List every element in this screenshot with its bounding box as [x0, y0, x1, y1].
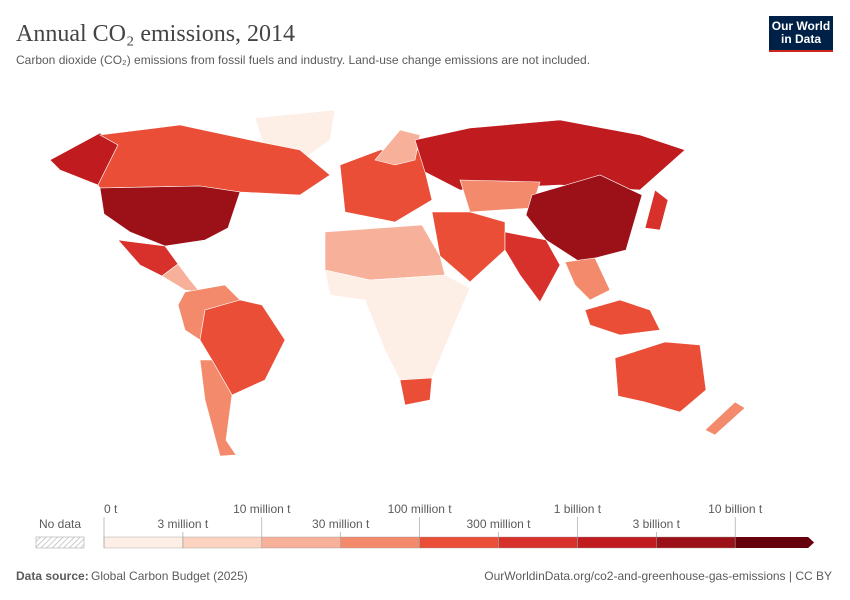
indonesia: [584, 299, 661, 336]
legend-label: 100 million t: [388, 502, 453, 516]
title: Annual CO₂ emissions, 2014: [16, 21, 295, 47]
russia: [414, 119, 686, 191]
world-map: [49, 109, 746, 457]
no-data-label: No data: [39, 517, 81, 531]
southeast-asia: [564, 257, 611, 301]
brazil: [199, 299, 286, 396]
url: OurWorldinData.org/co2-and-greenhouse-ga…: [484, 569, 832, 583]
africa: [324, 269, 471, 381]
logo-text: Our World: [772, 19, 830, 33]
scandinavia: [374, 129, 421, 166]
legend-swatch: [340, 536, 420, 549]
legend-swatch: [419, 536, 499, 549]
legend: No data 0 t 3 million t 10 million t 30 mil…: [35, 502, 815, 549]
australia: [614, 341, 707, 413]
legend-swatch: [656, 536, 736, 549]
legend-label: 10 million t: [233, 502, 291, 516]
south-africa: [399, 377, 433, 406]
logo-line: [769, 50, 833, 52]
source-label: Data source:: [16, 569, 89, 583]
legend-label: 300 million t: [466, 517, 531, 531]
central-america: [161, 263, 201, 293]
europe: [339, 149, 433, 223]
legend-label: 1 billion t: [554, 502, 602, 516]
legend-label: 0 t: [104, 502, 118, 516]
china: [525, 174, 643, 263]
source: Global Carbon Budget (2025): [91, 569, 248, 583]
legend-swatch: [103, 536, 184, 549]
legend-swatch: [182, 536, 262, 549]
no-data-swatch: [35, 536, 85, 549]
legend-swatch: [261, 536, 341, 549]
legend-swatch: [735, 537, 815, 548]
legend-label: 10 billion t: [708, 502, 763, 516]
legend-swatch: [498, 536, 578, 549]
legend-swatch: [577, 536, 657, 549]
argentina: [199, 359, 237, 457]
logo-text: in Data: [781, 32, 821, 46]
usa: [99, 185, 241, 247]
logo-box: [769, 16, 833, 52]
legend-label: 30 million t: [312, 517, 370, 531]
legend-label: 3 million t: [158, 517, 209, 531]
subtitle: Carbon dioxide (CO₂) emissions from foss…: [16, 53, 590, 67]
north-africa: [324, 224, 446, 281]
india: [504, 231, 561, 303]
new-zealand: [704, 401, 746, 436]
logo: Our World in Data: [769, 16, 833, 52]
kazakhstan: [459, 179, 541, 213]
canada: [97, 124, 331, 196]
japan: [644, 189, 669, 231]
legend-label: 3 billion t: [633, 517, 681, 531]
